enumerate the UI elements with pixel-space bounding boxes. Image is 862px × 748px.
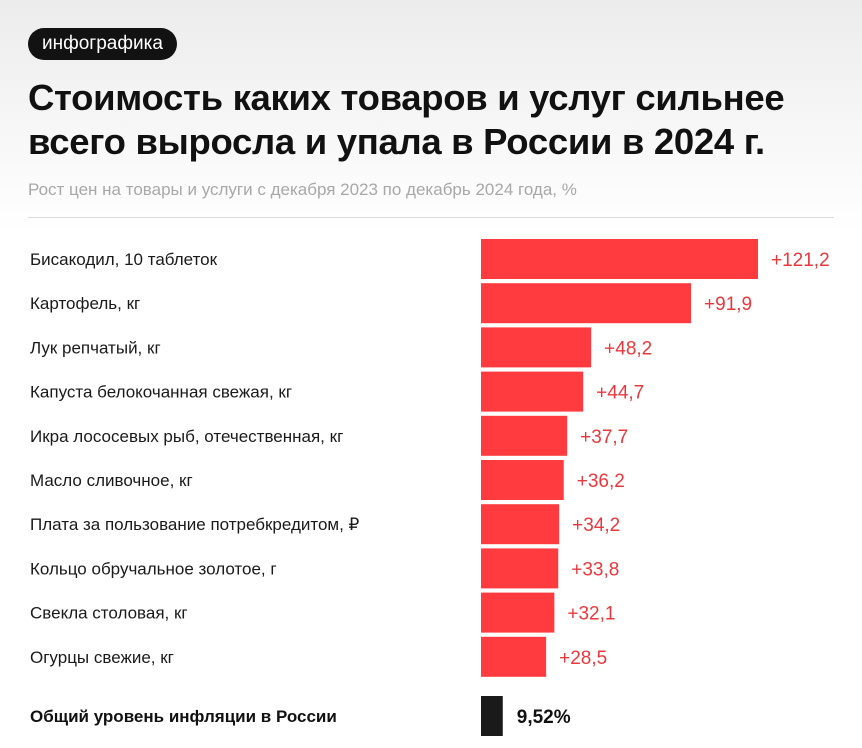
bar	[481, 636, 547, 677]
category-label: Плата за пользование потребкредитом, ₽	[30, 515, 360, 534]
value-label: +44,7	[596, 383, 644, 404]
value-label: +121,2	[771, 250, 830, 271]
category-label: Огурцы свежие, кг	[30, 648, 174, 667]
total-value-label: 9,52%	[517, 707, 571, 728]
bar	[481, 283, 692, 324]
category-label: Икра лососевых рыб, отечественная, кг	[30, 427, 343, 446]
bar	[481, 415, 568, 456]
page-title: Стоимость каких товаров и услуг сильнее …	[28, 77, 785, 162]
bar	[481, 460, 564, 500]
category-badge: инфографика	[28, 28, 177, 60]
value-label: +91,9	[704, 294, 752, 315]
chart-subtitle: Рост цен на товары и услуги с декабря 20…	[28, 180, 577, 199]
category-label: Кольцо обручальное золотое, г	[30, 559, 277, 578]
bar	[481, 504, 560, 545]
category-label: Бисакодил, 10 таблеток	[30, 250, 218, 269]
total-bar	[481, 696, 503, 736]
category-label: Картофель, кг	[30, 294, 140, 313]
category-label: Лук репчатый, кг	[30, 338, 161, 357]
bar	[481, 239, 758, 279]
value-label: +34,2	[572, 515, 620, 536]
value-label: +48,2	[604, 338, 652, 359]
category-label: Свекла столовая, кг	[30, 604, 188, 623]
bar	[481, 327, 592, 368]
category-label: Капуста белокочанная свежая, кг	[30, 383, 292, 402]
category-label: Масло сливочное, кг	[30, 471, 193, 490]
bar	[481, 371, 584, 412]
total-label: Общий уровень инфляции в России	[30, 707, 337, 726]
bar	[481, 548, 559, 589]
value-label: +33,8	[571, 559, 619, 580]
value-label: +28,5	[559, 648, 607, 669]
divider	[28, 217, 834, 218]
value-label: +32,1	[567, 604, 615, 625]
value-label: +36,2	[577, 471, 625, 492]
bar	[481, 592, 555, 633]
value-label: +37,7	[580, 427, 628, 448]
